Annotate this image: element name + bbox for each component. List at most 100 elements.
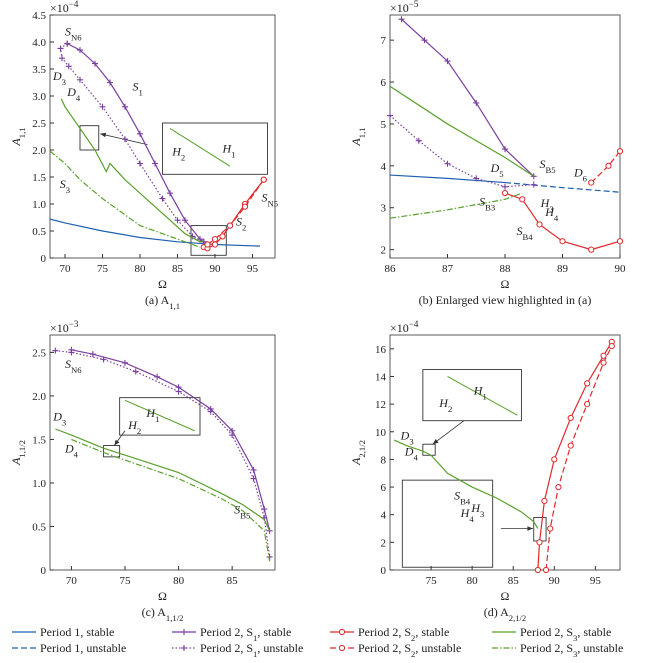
y-axis-label: A1,1/2 [9, 440, 27, 466]
plot-frame [49, 334, 276, 571]
legend-label: Period 2, S3, unstable [520, 641, 623, 659]
text-part: Ω [158, 277, 167, 291]
y-tick-label: 1.0 [32, 478, 46, 490]
x-tick-label: 90 [615, 263, 627, 275]
x-tick-label: 85 [508, 575, 520, 587]
marker [398, 16, 405, 23]
annotation: SB3 [479, 195, 495, 213]
text-part: 2 [448, 404, 452, 414]
text-part: B3 [485, 203, 495, 213]
annotation: D5 [490, 161, 504, 179]
marker [559, 238, 566, 245]
marker [502, 146, 508, 153]
x-tick-label: 70 [60, 263, 72, 275]
y-tick-label: 4 [381, 161, 387, 173]
marker [229, 432, 236, 439]
y-tick-label: 16 [375, 344, 387, 356]
x-tick-label: 86 [385, 263, 397, 275]
y-tick-label: 0 [381, 565, 387, 577]
series-line [60, 98, 204, 243]
plot-frame [389, 334, 621, 571]
legend-label: Period 2, S2, stable [358, 625, 449, 643]
marker [107, 79, 113, 86]
annotation: S2 [236, 215, 246, 233]
annotation: S1 [133, 80, 143, 98]
marker [387, 112, 393, 119]
text-part: H [222, 142, 233, 156]
y-tick-label: 1.5 [32, 172, 46, 184]
series-line [71, 349, 271, 531]
inset-arrowhead [527, 526, 533, 531]
marker [174, 217, 181, 224]
inset-box [422, 443, 436, 456]
y-tick-label: 7 [381, 35, 387, 47]
x-axis-label: Ω [501, 277, 510, 291]
text-part: B4 [460, 497, 471, 507]
marker [250, 475, 257, 482]
text-part: D [64, 442, 74, 456]
text-part: (a) A [145, 293, 170, 307]
text-part: , stable [257, 625, 291, 639]
marker [137, 160, 143, 167]
text-part: 2 [242, 223, 246, 233]
annotation: H3 [470, 501, 484, 519]
marker [152, 160, 158, 167]
text-part: D [404, 444, 414, 458]
text-part: 3 [573, 649, 577, 659]
x-tick-label: 85 [172, 263, 184, 275]
marker [52, 347, 59, 354]
text-part: Period 2, S [520, 641, 573, 655]
y-tick-label: 0.5 [32, 521, 46, 533]
x-tick-label: 70 [66, 575, 78, 587]
marker [122, 136, 128, 143]
series-line [55, 350, 271, 558]
x-tick-label: 85 [227, 575, 239, 587]
x-axis-label: Ω [501, 589, 510, 603]
text-part: Period 2, S [200, 641, 253, 655]
marker [605, 162, 612, 169]
text-part: H [438, 396, 449, 410]
series-line [55, 428, 271, 532]
marker [181, 629, 187, 635]
inset-box [422, 369, 522, 422]
text-part: D [52, 409, 62, 423]
text-part: 5 [499, 169, 503, 179]
caption: (b) Enlarged view highlighted in (a) [419, 293, 592, 307]
marker [600, 359, 607, 366]
marker [122, 103, 128, 110]
annotation: SB5 [540, 157, 556, 175]
marker [600, 352, 607, 359]
series-line [390, 115, 534, 188]
text-part: (c) A [142, 605, 167, 619]
marker [536, 221, 543, 228]
text-part: 4 [413, 452, 418, 462]
x-axis-label: Ω [158, 589, 167, 603]
y-axis-label: A1,1 [349, 127, 367, 146]
annotation: S3 [60, 177, 70, 195]
marker [588, 179, 595, 186]
annotation: SB5 [234, 502, 250, 520]
text-part: (d) A [484, 605, 509, 619]
marker [444, 160, 451, 167]
marker [519, 196, 526, 203]
text-part: H [540, 196, 551, 210]
series-line [390, 192, 523, 219]
annotation: H2 [171, 144, 185, 162]
x-tick-label: 75 [97, 263, 109, 275]
text-part: Period 1, unstable [40, 641, 126, 655]
plot-frame [49, 14, 276, 259]
text-part: (b) Enlarged view highlighted in (a) [419, 293, 592, 307]
text-part: Period 2, S [520, 625, 573, 639]
marker [616, 148, 624, 155]
inset-curve [447, 376, 518, 416]
series-line [59, 43, 205, 243]
x-tick-label: 90 [549, 575, 561, 587]
marker [241, 203, 249, 210]
y-tick-label: 8 [381, 454, 387, 466]
annotation: H4 [544, 205, 559, 223]
text-part: 1 [231, 150, 235, 160]
marker [530, 181, 537, 188]
x-tick-label: 95 [247, 263, 259, 275]
text-part: B5 [240, 510, 250, 520]
text-part: N6 [71, 365, 82, 375]
